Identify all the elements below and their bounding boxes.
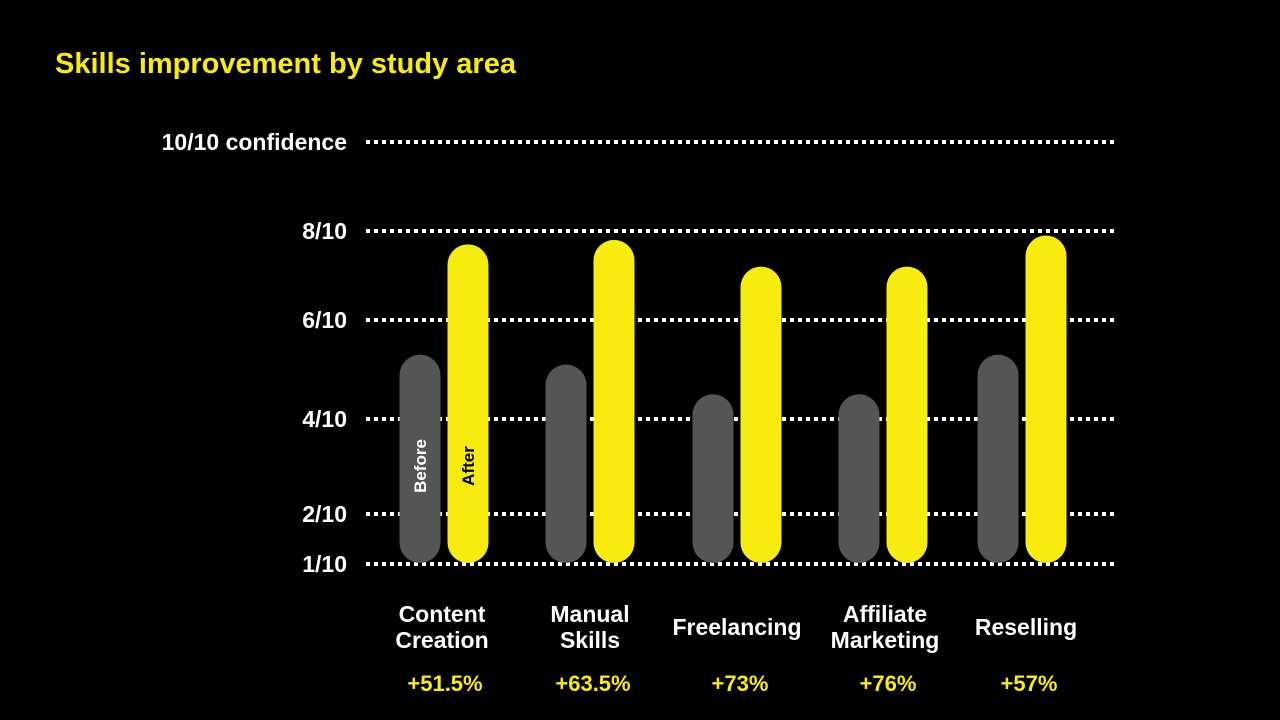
before-bar: [399, 354, 441, 563]
before-bar-label: Before: [411, 439, 430, 493]
after-bar-label: After: [459, 446, 478, 486]
category-label: Content Creation: [395, 601, 488, 653]
bar-layer: [399, 235, 1067, 563]
grid-layer: 1/10 2/10 4/10 6/10 8/10 10/10 confidence: [162, 129, 1116, 577]
improvement-label: +73%: [712, 671, 769, 696]
y-tick-label: 4/10: [302, 406, 347, 432]
y-tick-label: 10/10 confidence: [162, 129, 347, 155]
after-bar: [1025, 235, 1067, 563]
after-bar: [447, 244, 489, 563]
improvement-label: +63.5%: [555, 671, 630, 696]
improvement-label: +57%: [1001, 671, 1058, 696]
y-tick-label: 6/10: [302, 307, 347, 333]
before-bar: [977, 354, 1019, 563]
label-layer: Before After Content Creation +51.5% Manual Sk…: [395, 439, 1077, 696]
y-tick-label: 1/10: [302, 551, 347, 577]
y-tick-label: 2/10: [302, 501, 347, 527]
y-tick-label: 8/10: [302, 218, 347, 244]
category-label: Reselling: [975, 614, 1077, 640]
before-bar: [838, 394, 880, 563]
improvement-label: +76%: [860, 671, 917, 696]
after-bar: [740, 266, 782, 563]
category-label: Manual Skills: [550, 601, 629, 653]
after-bar: [886, 266, 928, 563]
after-bar: [593, 239, 635, 563]
chart-title: Skills improvement by study area: [55, 48, 516, 80]
before-bar: [545, 364, 587, 563]
category-label: Affiliate Marketing: [831, 601, 940, 653]
improvement-label: +51.5%: [407, 671, 482, 696]
before-bar: [692, 394, 734, 563]
category-label: Freelancing: [672, 614, 801, 640]
